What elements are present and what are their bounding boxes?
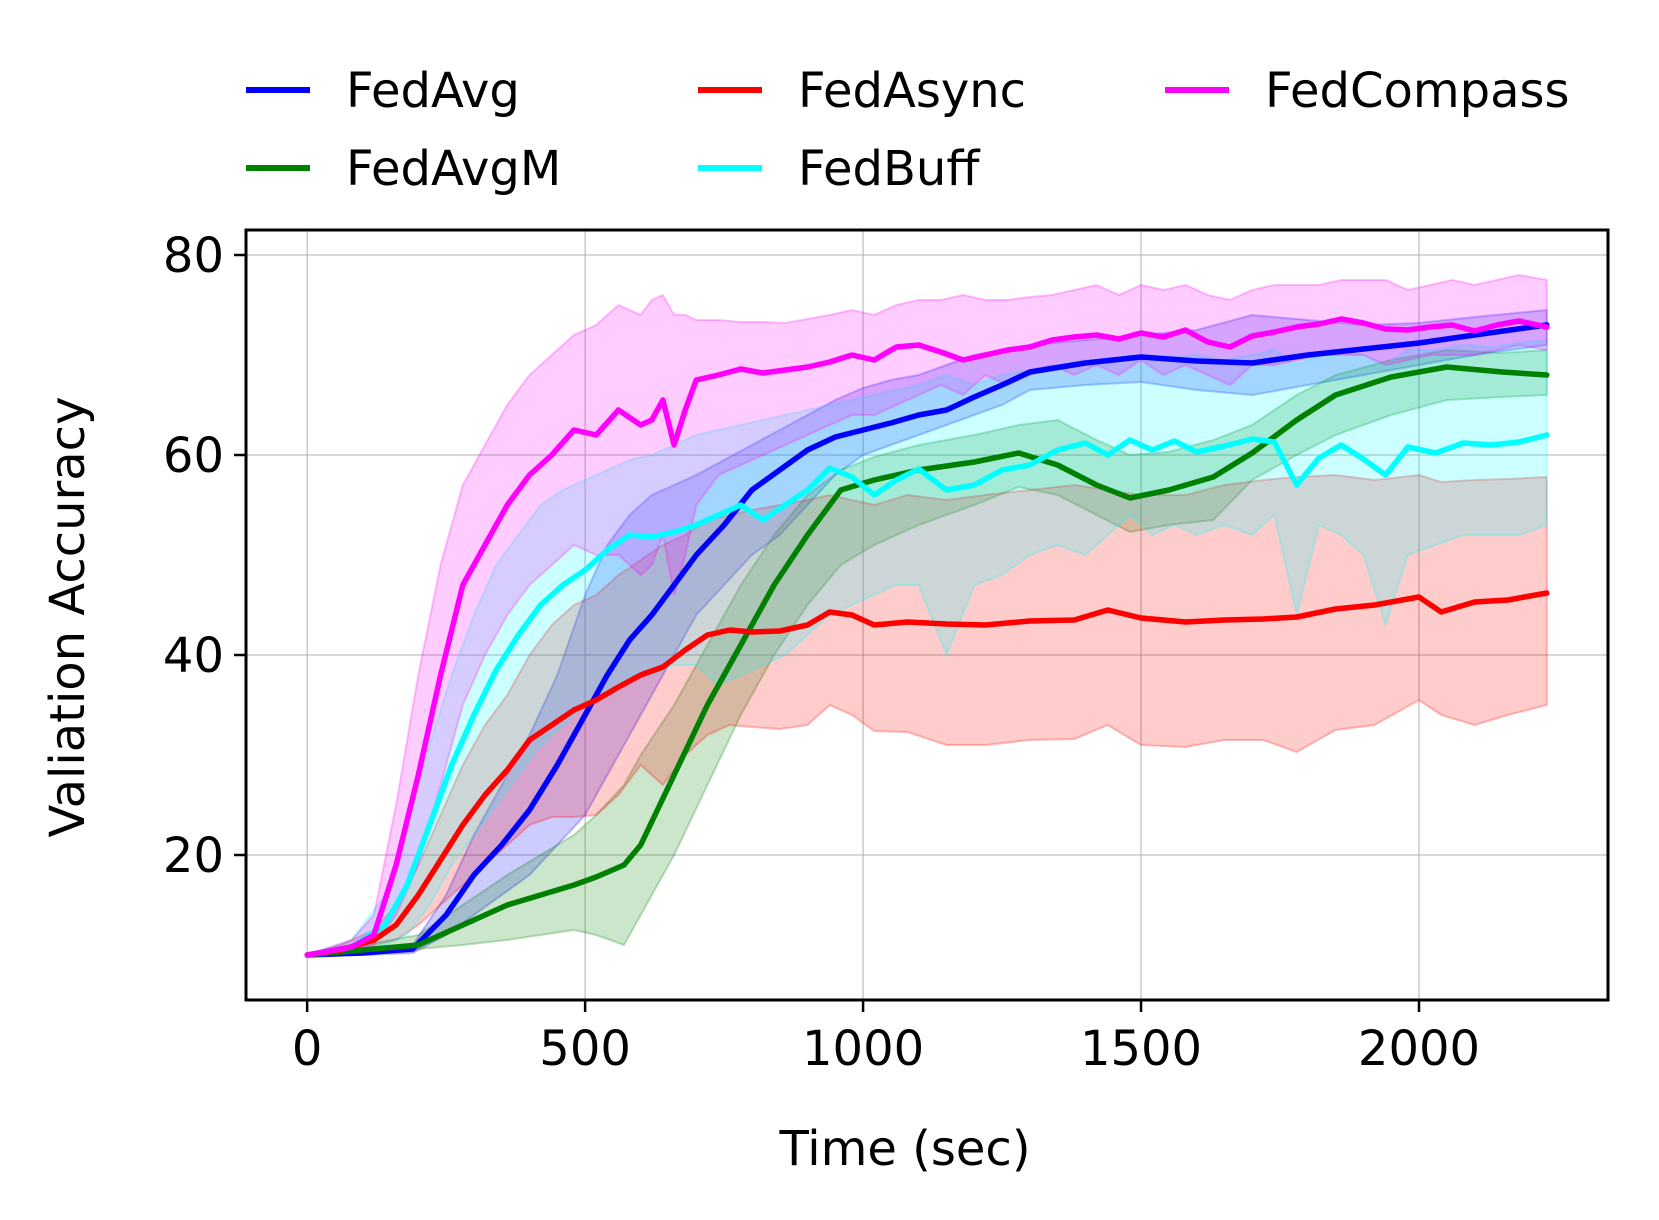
legend-label-fedavgm: FedAvgM <box>346 141 561 197</box>
legend-label-fedcompass: FedCompass <box>1265 63 1570 119</box>
band-fedcompass <box>306 273 1548 956</box>
plot-frame <box>244 228 1610 1002</box>
legend-item-fedavgm[interactable]: FedAvgM <box>246 141 561 197</box>
line-fedbuff <box>304 432 1550 958</box>
legend-item-fedasync[interactable]: FedAsync <box>698 63 1026 119</box>
legend-label-fedasync: FedAsync <box>798 63 1026 119</box>
axis-ticks: 0 500 1000 1500 2000 20 40 60 80 <box>163 228 1480 1077</box>
x-tick-label-500: 500 <box>539 1021 631 1077</box>
legend-item-fedavg[interactable]: FedAvg <box>246 63 520 119</box>
legend-item-fedbuff[interactable]: FedBuff <box>698 141 980 197</box>
series-lines <box>304 316 1550 958</box>
legend-item-fedcompass[interactable]: FedCompass <box>1165 63 1570 119</box>
line-fedavg <box>304 322 1550 958</box>
legend-label-fedbuff: FedBuff <box>798 141 980 197</box>
legend[interactable]: FedAvg FedAvgM FedAsync FedBuff FedCompass <box>246 63 1570 197</box>
x-tick-label-1000: 1000 <box>802 1021 924 1077</box>
x-tick-label-1500: 1500 <box>1080 1021 1202 1077</box>
y-tick-label-80: 80 <box>163 228 224 284</box>
x-axis-label: Time (sec) <box>778 1121 1030 1177</box>
legend-label-fedavg: FedAvg <box>346 63 520 119</box>
line-fedcompass <box>304 316 1550 958</box>
x-tick-label-2000: 2000 <box>1358 1021 1480 1077</box>
line-fedavgm <box>304 364 1550 958</box>
line-fedasync <box>304 590 1550 958</box>
y-tick-label-40: 40 <box>163 628 224 684</box>
y-tick-label-20: 20 <box>163 828 224 884</box>
x-tick-label-0: 0 <box>292 1021 323 1077</box>
y-tick-label-60: 60 <box>163 428 224 484</box>
y-axis-label: Valiation Accuracy <box>40 397 96 838</box>
